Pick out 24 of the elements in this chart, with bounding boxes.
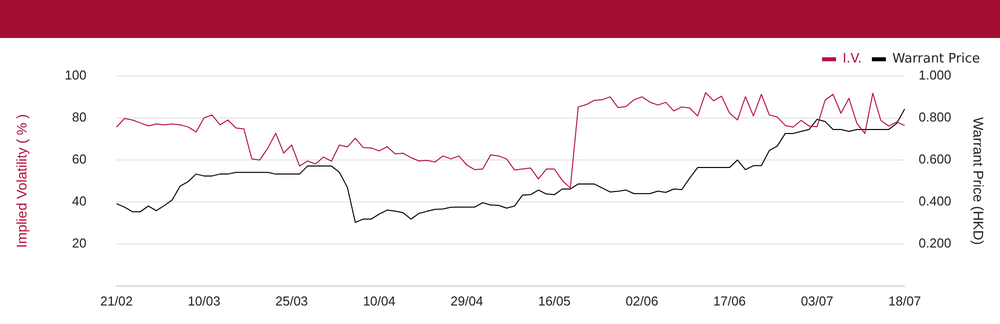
x-tick-label: 25/03 — [275, 294, 308, 309]
x-tick-label: 02/06 — [626, 294, 658, 309]
x-tick-label: 21/02 — [100, 294, 133, 309]
x-tick-label: 03/07 — [800, 294, 834, 309]
x-tick-label: 16/05 — [538, 294, 571, 309]
y-axis-title: Implied Volatility ( % ) — [13, 114, 30, 248]
y2-tick-label: 1.000 — [918, 67, 952, 82]
x-tick-label: 18/07 — [888, 294, 921, 309]
x-tick-label: 17/06 — [713, 294, 746, 309]
y2-tick-label: 0.600 — [918, 152, 952, 167]
y2-tick-label: 0.200 — [918, 236, 952, 251]
y-tick-label: 80 — [72, 109, 86, 124]
y2-tick-label: 0.800 — [918, 109, 952, 124]
legend-label: I.V. — [842, 52, 862, 67]
x-tick-label: 10/03 — [188, 294, 220, 309]
x-tick-label: 10/04 — [362, 294, 396, 309]
y2-tick-label: 0.400 — [918, 194, 952, 209]
legend-label: Warrant Price — [892, 52, 980, 67]
y-tick-label: 40 — [72, 194, 86, 209]
x-tick-label: 29/04 — [450, 294, 484, 309]
y-tick-label: 20 — [72, 236, 86, 251]
y2-axis-title: Warrant Price (HKD) — [970, 117, 987, 245]
y-tick-label: 100 — [64, 67, 86, 82]
y-tick-label: 60 — [72, 152, 86, 167]
